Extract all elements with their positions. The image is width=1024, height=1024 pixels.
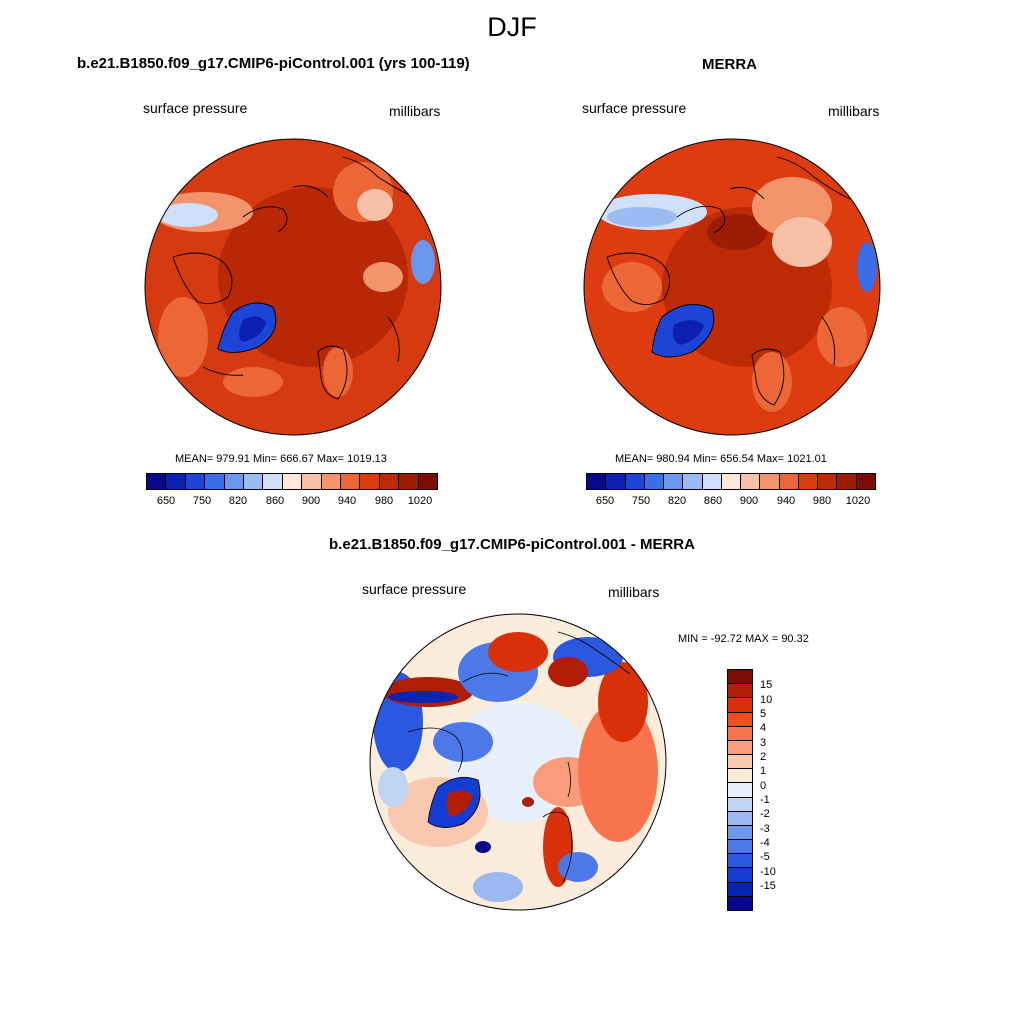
diff-colorbar-box	[728, 740, 752, 756]
left-colorbar-tick: 900	[301, 495, 321, 507]
right-colorbar-tick: 650	[595, 495, 615, 507]
diff-minmax: MIN = -92.72 MAX = 90.32	[678, 633, 809, 645]
diff-colorbar-tick: -10	[760, 866, 776, 878]
diff-colorbar-box	[728, 755, 752, 770]
right-colorbar-box	[644, 474, 665, 489]
left-colorbar-tick: 650	[156, 495, 176, 507]
right-panel-title: MERRA	[702, 56, 757, 73]
diff-colorbar-tick: -5	[760, 851, 770, 863]
diff-colorbar-tick: 2	[760, 751, 767, 763]
diff-colorbar-box	[728, 698, 752, 713]
diff-units-label: millibars	[608, 584, 660, 600]
right-colorbar-box	[856, 474, 875, 489]
left-colorbar-box	[224, 474, 245, 489]
diff-colorbar-tick: -3	[760, 823, 770, 835]
left-colorbar-box	[244, 474, 264, 489]
left-colorbar-box	[399, 474, 419, 489]
left-colorbar-tick: 940	[337, 495, 357, 507]
left-colorbar-tick: 980	[374, 495, 394, 507]
left-panel-title: b.e21.B1850.f09_g17.CMIP6-piControl.001 …	[77, 55, 470, 72]
left-colorbar-tick: 860	[265, 495, 285, 507]
right-colorbar-box	[683, 474, 703, 489]
left-colorbar-box	[321, 474, 342, 489]
diff-colorbar-box	[728, 811, 752, 826]
right-colorbar-box	[760, 474, 780, 489]
right-colorbar-box	[587, 474, 607, 489]
left-colorbar-tick: 1020	[407, 495, 433, 507]
left-colorbar-box	[360, 474, 380, 489]
diff-colorbar-tick: 15	[760, 679, 773, 691]
diff-colorbar-box	[728, 783, 752, 798]
right-polar-map	[583, 138, 881, 436]
diff-colorbar-box	[728, 825, 752, 841]
diff-colorbar-box	[728, 712, 752, 727]
diff-colorbar-tick: 10	[760, 694, 773, 706]
right-colorbar-box	[818, 474, 838, 489]
left-colorbar-box	[282, 474, 303, 489]
right-colorbar-box	[702, 474, 722, 489]
right-colorbar-tick: 860	[703, 495, 723, 507]
diff-colorbar-box	[728, 684, 752, 699]
left-units-label: millibars	[389, 103, 441, 119]
right-colorbar-tick: 1020	[845, 495, 871, 507]
diff-colorbar-tick: -15	[760, 880, 776, 892]
right-colorbar-box	[779, 474, 799, 489]
left-colorbar-box	[341, 474, 361, 489]
diff-colorbar-tick: 0	[760, 780, 767, 792]
diff-panel-title: b.e21.B1850.f09_g17.CMIP6-piControl.001 …	[329, 536, 695, 553]
diff-colorbar-box	[728, 769, 752, 784]
right-colorbar-tick: 900	[739, 495, 759, 507]
diff-colorbar-box	[728, 882, 752, 897]
left-colorbar-box	[166, 474, 186, 489]
diff-colorbar-tick: -4	[760, 837, 770, 849]
left-stats: MEAN= 979.91 Min= 666.67 Max= 1019.13	[175, 453, 387, 465]
right-colorbar-box	[837, 474, 857, 489]
left-colorbar-box	[205, 474, 225, 489]
right-colorbar-box	[606, 474, 626, 489]
right-colorbar	[586, 473, 876, 490]
diff-colorbar-tick: -2	[760, 808, 770, 820]
diff-colorbar-box	[728, 797, 752, 812]
diff-colorbar-tick: 5	[760, 708, 767, 720]
left-colorbar-box	[379, 474, 400, 489]
right-colorbar-box	[741, 474, 761, 489]
right-colorbar-tick: 980	[812, 495, 832, 507]
left-colorbar-box	[185, 474, 206, 489]
left-colorbar-tick: 820	[228, 495, 248, 507]
right-units-label: millibars	[828, 103, 880, 119]
diff-colorbar-box	[728, 868, 752, 883]
left-polar-map	[144, 138, 442, 436]
right-colorbar-tick: 820	[667, 495, 687, 507]
left-colorbar-box	[147, 474, 167, 489]
diff-colorbar-tick: -1	[760, 794, 770, 806]
left-colorbar-box	[418, 474, 438, 489]
right-colorbar-box	[664, 474, 684, 489]
diff-colorbar-box	[728, 896, 752, 910]
diff-colorbar-tick: 3	[760, 737, 767, 749]
right-variable-label: surface pressure	[582, 100, 687, 116]
right-colorbar-box	[798, 474, 819, 489]
diff-colorbar-tick: 1	[760, 765, 767, 777]
season-title: DJF	[487, 12, 537, 42]
right-colorbar-tick: 940	[776, 495, 796, 507]
left-colorbar	[146, 473, 438, 490]
left-variable-label: surface pressure	[143, 100, 248, 116]
right-colorbar-box	[625, 474, 645, 489]
left-colorbar-box	[263, 474, 283, 489]
diff-colorbar-box	[728, 670, 752, 685]
diff-colorbar-box	[728, 854, 752, 869]
right-colorbar-box	[721, 474, 742, 489]
diff-colorbar-box	[728, 726, 752, 741]
left-colorbar-tick: 750	[192, 495, 212, 507]
diff-colorbar-tick: 4	[760, 722, 767, 734]
diff-variable-label: surface pressure	[362, 581, 467, 597]
diff-polar-map	[369, 613, 667, 911]
right-stats: MEAN= 980.94 Min= 656.54 Max= 1021.01	[615, 453, 827, 465]
left-colorbar-box	[302, 474, 322, 489]
diff-colorbar	[727, 669, 753, 911]
right-colorbar-tick: 750	[631, 495, 651, 507]
diff-colorbar-box	[728, 840, 752, 855]
